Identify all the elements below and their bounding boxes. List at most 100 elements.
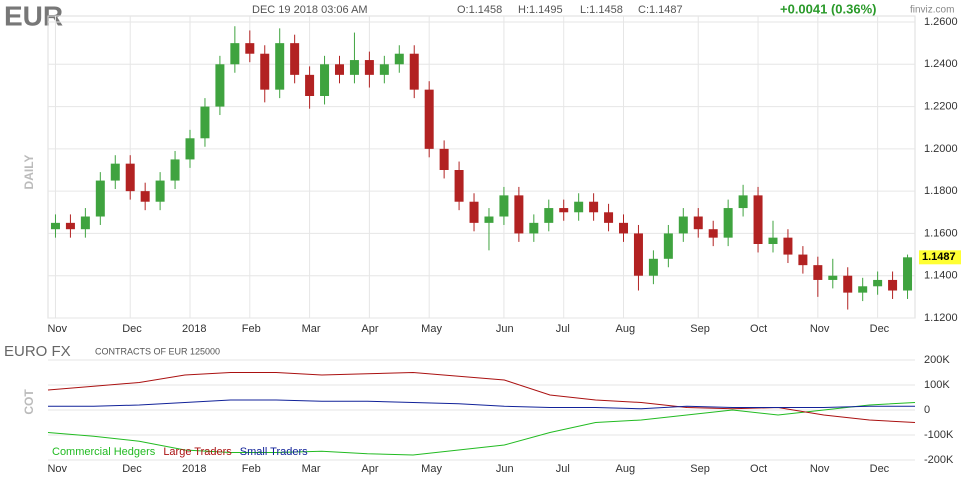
candle-body [604, 212, 614, 223]
candle-body [454, 170, 464, 202]
candle-body [843, 275, 853, 293]
y-tick-label: 1.2000 [924, 143, 958, 155]
cot-title: EURO FX [4, 343, 71, 360]
x-tick-label: Apr [361, 463, 378, 475]
candle-body [708, 229, 718, 238]
candle-body [858, 286, 868, 293]
ohlc-open: O:1.1458 [457, 4, 502, 16]
y-tick-label: 1.1200 [924, 312, 958, 324]
y-tick-label: 0 [924, 404, 930, 416]
x-tick-label: May [421, 323, 442, 335]
candle-body [828, 275, 838, 280]
cot-y-label: COT [22, 389, 36, 415]
cot-line [47, 402, 916, 456]
candle-body [394, 53, 404, 65]
candle-body [873, 279, 883, 287]
candle-body [215, 64, 225, 107]
y-tick-label: 200K [924, 354, 950, 366]
y-tick-label: -200K [924, 454, 954, 466]
candle-body [798, 254, 808, 266]
candle-body [125, 163, 135, 192]
legend-entry: Small Traders [240, 446, 308, 458]
x-tick-label: Nov [47, 323, 67, 335]
candle-body [903, 257, 913, 291]
ohlc-close: C:1.1487 [638, 4, 683, 16]
candle-body [424, 89, 434, 149]
x-tick-label: Mar [302, 323, 321, 335]
candle-body [738, 195, 748, 209]
x-tick-label: Dec [122, 463, 142, 475]
candle-body [589, 201, 599, 213]
cot-line [47, 371, 916, 423]
candle-body [574, 201, 584, 213]
x-tick-label: Feb [242, 323, 261, 335]
candle-body [723, 208, 733, 238]
legend-entry: Large Traders [163, 446, 232, 458]
candle-body [768, 237, 778, 244]
candle-body [65, 222, 75, 230]
candle-body [320, 64, 330, 96]
candle-body [245, 43, 255, 54]
candle-body [230, 43, 240, 65]
cot-subtitle: CONTRACTS OF EUR 125000 [95, 346, 220, 356]
ohlc-low: L:1.1458 [580, 4, 623, 16]
candle-body [813, 265, 823, 280]
candle-body [349, 60, 359, 75]
x-tick-label: Dec [870, 323, 890, 335]
x-tick-label: Aug [616, 323, 636, 335]
x-tick-label: Oct [750, 323, 767, 335]
y-tick-label: 1.2600 [924, 16, 958, 28]
x-tick-label: Jul [556, 463, 570, 475]
candle-body [678, 216, 688, 234]
candle-body [140, 191, 150, 202]
candle-body [364, 60, 374, 75]
x-tick-label: Nov [810, 323, 830, 335]
candle-body [155, 180, 165, 202]
candle-body [529, 222, 539, 234]
last-price-box [919, 250, 961, 265]
x-tick-label: May [421, 463, 442, 475]
change: +0.0041 (0.36%) [780, 1, 876, 16]
x-tick-label: Nov [810, 463, 830, 475]
x-tick-label: 2018 [182, 463, 206, 475]
y-tick-label: 100K [924, 379, 950, 391]
legend-entry: Commercial Hedgers [52, 446, 156, 458]
x-tick-label: Jun [496, 323, 514, 335]
candle-body [275, 43, 285, 90]
candle-body [439, 148, 449, 170]
x-tick-label: Mar [302, 463, 321, 475]
cot-line [48, 399, 915, 410]
y-tick-label: 1.1600 [924, 227, 958, 239]
brand: finviz.com [910, 5, 954, 16]
candle-body [185, 138, 195, 160]
candle-body [633, 233, 643, 276]
x-tick-label: Oct [750, 463, 767, 475]
candle-body [260, 53, 270, 90]
candle-body [50, 222, 60, 230]
y-tick-label: 1.2400 [924, 58, 958, 70]
x-tick-label: Dec [122, 323, 142, 335]
candle-body [170, 159, 180, 181]
candle-body [559, 208, 569, 213]
x-tick-label: Apr [361, 323, 378, 335]
y-tick-label: 1.1400 [924, 270, 958, 282]
x-tick-label: 2018 [182, 323, 206, 335]
x-tick-label: Nov [47, 463, 67, 475]
candle-body [484, 216, 494, 223]
x-tick-label: Sep [690, 323, 710, 335]
x-tick-label: Dec [870, 463, 890, 475]
datetime: DEC 19 2018 03:06 AM [252, 4, 368, 16]
candle-body [693, 216, 703, 230]
candle-body [95, 180, 105, 217]
x-tick-label: Jun [496, 463, 514, 475]
candle-body [110, 163, 120, 181]
x-tick-label: Jul [556, 323, 570, 335]
x-tick-label: Sep [690, 463, 710, 475]
x-tick-label: Feb [242, 463, 261, 475]
candle-body [753, 195, 763, 244]
y-tick-label: 1.1800 [924, 185, 958, 197]
x-tick-label: Aug [616, 463, 636, 475]
candle-body [544, 208, 554, 223]
candle-body [514, 195, 524, 234]
